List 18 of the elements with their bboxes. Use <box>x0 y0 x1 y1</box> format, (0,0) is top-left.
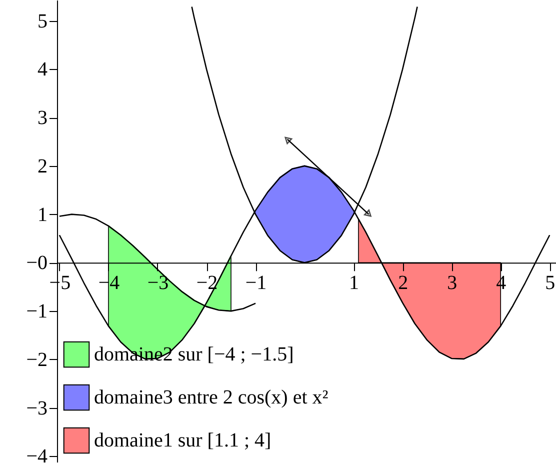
x-tick-label: 3 <box>447 272 458 294</box>
x-tick-label: −1 <box>245 272 267 294</box>
y-tick-label: 1 <box>38 204 48 226</box>
y-tick-label: −2 <box>26 348 48 371</box>
x-tick-label: 1 <box>349 272 360 294</box>
y-tick-label: 5 <box>38 10 48 32</box>
y-tick-label: 4 <box>38 58 48 81</box>
y-tick-label: 3 <box>38 107 48 130</box>
y-tick-label: −1 <box>26 300 48 323</box>
y-tick-label: −3 <box>26 397 48 420</box>
x-tick-label: 2 <box>398 272 408 294</box>
x-tick-label: −2 <box>196 272 218 294</box>
legend-label: domaine3 entre 2 cos(x) et x² <box>94 386 328 408</box>
y-tick-label: −4 <box>26 446 48 468</box>
y-tick-label: −0 <box>26 252 48 274</box>
legend-label: domaine1 sur [1.1 ; 4] <box>94 430 272 452</box>
y-tick-label: 2 <box>38 155 48 178</box>
x-tick-label: 5 <box>545 272 556 294</box>
